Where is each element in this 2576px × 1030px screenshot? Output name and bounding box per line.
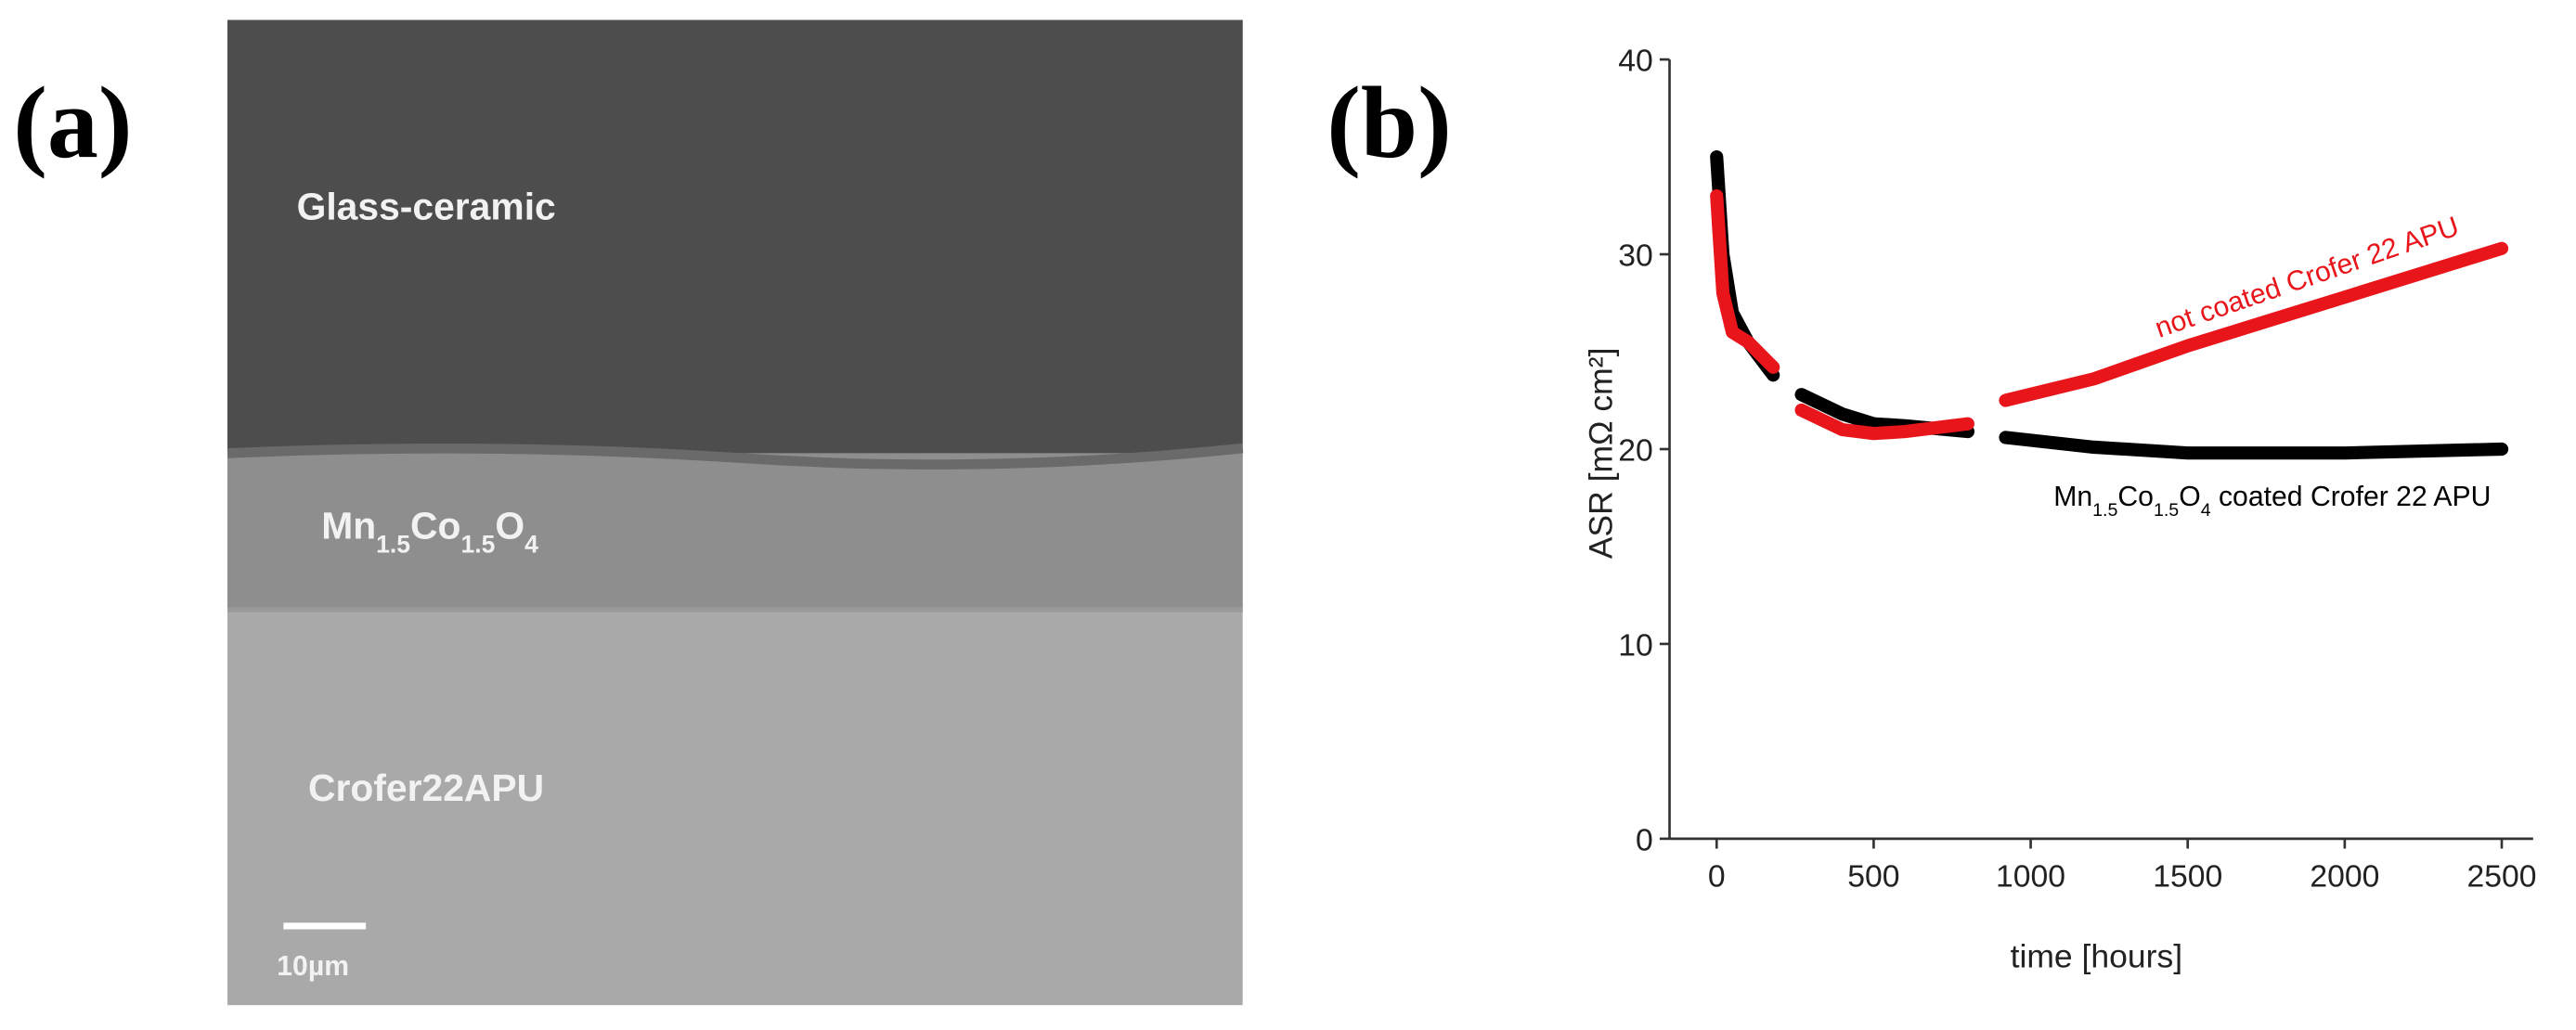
layer-label: Glass-ceramic	[297, 185, 556, 227]
text-part: 4	[2201, 500, 2211, 521]
coating-layer	[227, 453, 1243, 611]
y-tick-label: 40	[1618, 44, 1653, 79]
y-tick-label: 10	[1618, 627, 1653, 663]
text-part: coated Crofer 22 APU	[2211, 482, 2492, 512]
x-tick-label: 2500	[2467, 858, 2537, 894]
series-line	[1999, 241, 2509, 407]
x-tick-label: 2000	[2310, 858, 2379, 894]
glass-layer	[227, 19, 1243, 454]
layer-label: Mn1.5Co1.5O4	[321, 505, 538, 559]
panel-label: (b)	[1327, 66, 1452, 179]
sem-image	[227, 19, 1244, 1006]
text-part: 1.5	[2092, 500, 2117, 521]
series-label: Mn1.5Co1.5O4 coated Crofer 22 APU	[2053, 482, 2491, 521]
text-part: Mn	[321, 505, 376, 547]
panel-label: (a)	[13, 66, 132, 179]
text-part: 1.5	[460, 531, 495, 559]
x-tick-label: 500	[1847, 858, 1899, 894]
series-line	[1999, 431, 2509, 460]
text-part: Co	[410, 505, 460, 547]
x-axis-label: time [hours]	[2011, 937, 2182, 974]
layer-label: Crofer22APU	[308, 766, 544, 809]
x-tick-label: 1500	[2153, 858, 2222, 894]
text-part: O	[2179, 482, 2200, 512]
text-part: 4	[524, 531, 538, 559]
text-part: 1.5	[2154, 500, 2179, 521]
text-part: Mn	[2053, 482, 2092, 512]
interface	[227, 443, 1244, 470]
y-tick-label: 0	[1636, 822, 1653, 857]
y-tick-label: 20	[1618, 432, 1653, 468]
text-part: 1.5	[376, 531, 410, 559]
series-line	[1710, 188, 1780, 374]
scale-bar-label: 10µm	[277, 951, 349, 982]
text-part: O	[495, 505, 524, 547]
y-axis-label: ASR [mΩ cm²]	[1582, 348, 1619, 560]
x-tick-label: 1000	[1996, 858, 2065, 894]
x-tick-label: 0	[1708, 858, 1726, 894]
text-part: Co	[2117, 482, 2154, 512]
y-tick-label: 30	[1618, 238, 1653, 273]
series-line	[1794, 403, 1975, 441]
